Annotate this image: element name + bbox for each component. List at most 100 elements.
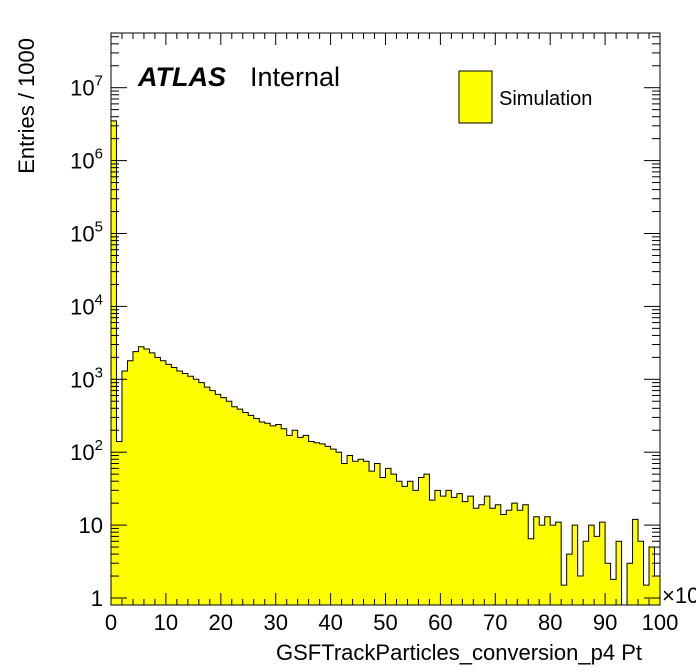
histogram-bin xyxy=(616,541,622,605)
x-axis-title: GSFTrackParticles_conversion_p4 Pt xyxy=(276,640,642,665)
histogram-bin xyxy=(605,563,611,605)
histogram-bin xyxy=(187,376,194,605)
histogram-bin xyxy=(347,455,353,605)
x-tick-label: 0 xyxy=(105,610,117,635)
histogram-bin xyxy=(451,497,458,605)
histogram-bin xyxy=(473,508,480,605)
histogram-bin xyxy=(127,360,134,605)
histogram-bin xyxy=(149,352,156,605)
histogram-bin xyxy=(528,538,535,605)
histogram-bin xyxy=(138,346,145,605)
histogram-bin xyxy=(445,490,452,605)
histogram-bin xyxy=(242,412,249,605)
histogram-bin xyxy=(176,370,183,605)
histogram-bin xyxy=(116,441,123,605)
histogram-bin xyxy=(220,397,227,605)
histogram-bin xyxy=(566,554,573,605)
y-tick-label: 103 xyxy=(70,364,103,392)
histogram-bin xyxy=(182,373,189,605)
histogram-bin xyxy=(215,394,222,605)
histogram-outline xyxy=(110,120,661,606)
x-tick-label: 70 xyxy=(483,610,507,635)
histogram-bin xyxy=(171,367,178,605)
histogram-bin xyxy=(500,514,507,605)
histogram-bin xyxy=(418,477,425,605)
histogram-bin xyxy=(495,504,502,605)
histogram-bin xyxy=(319,443,326,605)
legend: Simulation xyxy=(458,70,592,124)
histogram-bin xyxy=(484,496,491,605)
x-tick-label: 60 xyxy=(428,610,452,635)
histogram-bin xyxy=(588,525,595,605)
atlas-label: ATLAS Internal xyxy=(137,62,340,92)
histogram-bin xyxy=(654,576,661,605)
histogram-bin xyxy=(165,364,172,605)
y-tick-label: 10 xyxy=(79,513,103,538)
histogram-bin xyxy=(111,120,117,605)
histogram-bin xyxy=(638,541,644,605)
histogram-bin xyxy=(456,493,463,605)
histogram-bin xyxy=(643,585,650,605)
histogram-bin xyxy=(336,452,342,605)
y-tick-label: 1 xyxy=(91,586,103,611)
histogram-bin xyxy=(390,474,397,605)
x-tick-label: 50 xyxy=(373,610,397,635)
histogram-bin xyxy=(632,519,639,605)
histogram-bin xyxy=(627,563,633,605)
histogram-bin xyxy=(330,449,337,605)
histogram-bin xyxy=(434,490,441,605)
histogram-bin xyxy=(369,471,375,605)
x-tick-label: 40 xyxy=(318,610,342,635)
histogram-bin xyxy=(275,424,282,605)
x-tick-label: 80 xyxy=(538,610,562,635)
histogram-bin xyxy=(281,428,287,605)
histogram-bin xyxy=(429,500,436,605)
histogram-bin xyxy=(649,547,655,605)
histogram-bin xyxy=(412,490,419,605)
x-axis-multiplier: ×10³ xyxy=(662,583,696,608)
histogram-bin xyxy=(204,387,211,605)
histogram-bin xyxy=(264,423,271,605)
histogram-bin xyxy=(325,446,331,605)
legend-label-simulation: Simulation xyxy=(499,88,592,110)
histogram-bin xyxy=(555,522,562,605)
histogram-bin xyxy=(407,481,414,605)
histogram-bin xyxy=(363,461,370,605)
histogram-bars xyxy=(110,120,661,606)
histogram-bin xyxy=(259,421,266,605)
y-axis-ticks: 1 10 102 103 104 105 106 107 xyxy=(70,36,660,611)
atlas-text: ATLAS xyxy=(137,62,226,92)
histogram-bin xyxy=(462,501,469,605)
y-tick-label: 107 xyxy=(70,73,103,101)
histogram-bin xyxy=(478,504,485,605)
y-axis-title: Entries / 1000 xyxy=(14,38,39,174)
histogram-bin xyxy=(231,406,238,605)
histogram-bin xyxy=(577,576,584,605)
histogram-bin xyxy=(270,425,276,605)
histogram-bin xyxy=(583,541,589,605)
histogram-bin xyxy=(237,409,244,605)
x-axis-ticks: 0 10 20 30 40 50 60 70 80 90 100 xyxy=(105,33,678,635)
histogram-bin xyxy=(154,357,161,605)
histogram-bin xyxy=(198,382,205,605)
histogram-bin xyxy=(253,418,260,605)
histogram-bin xyxy=(572,525,578,605)
histogram-bin xyxy=(533,516,540,605)
internal-text: Internal xyxy=(250,62,340,92)
y-tick-label: 104 xyxy=(70,291,103,319)
legend-swatch-simulation xyxy=(458,70,493,124)
histogram-bin xyxy=(352,461,359,605)
histogram-bin xyxy=(506,510,513,605)
histogram-bin xyxy=(143,349,150,605)
histogram-bin xyxy=(522,504,529,605)
histogram-bin xyxy=(396,481,403,605)
histogram-bin xyxy=(374,463,381,605)
histogram-bin xyxy=(121,370,128,605)
histogram-bin xyxy=(544,516,551,605)
histogram-bin xyxy=(160,360,167,605)
histogram-bin xyxy=(401,486,408,605)
histogram-bin xyxy=(467,496,474,605)
x-tick-label: 30 xyxy=(263,610,287,635)
histogram-bin xyxy=(610,579,617,605)
